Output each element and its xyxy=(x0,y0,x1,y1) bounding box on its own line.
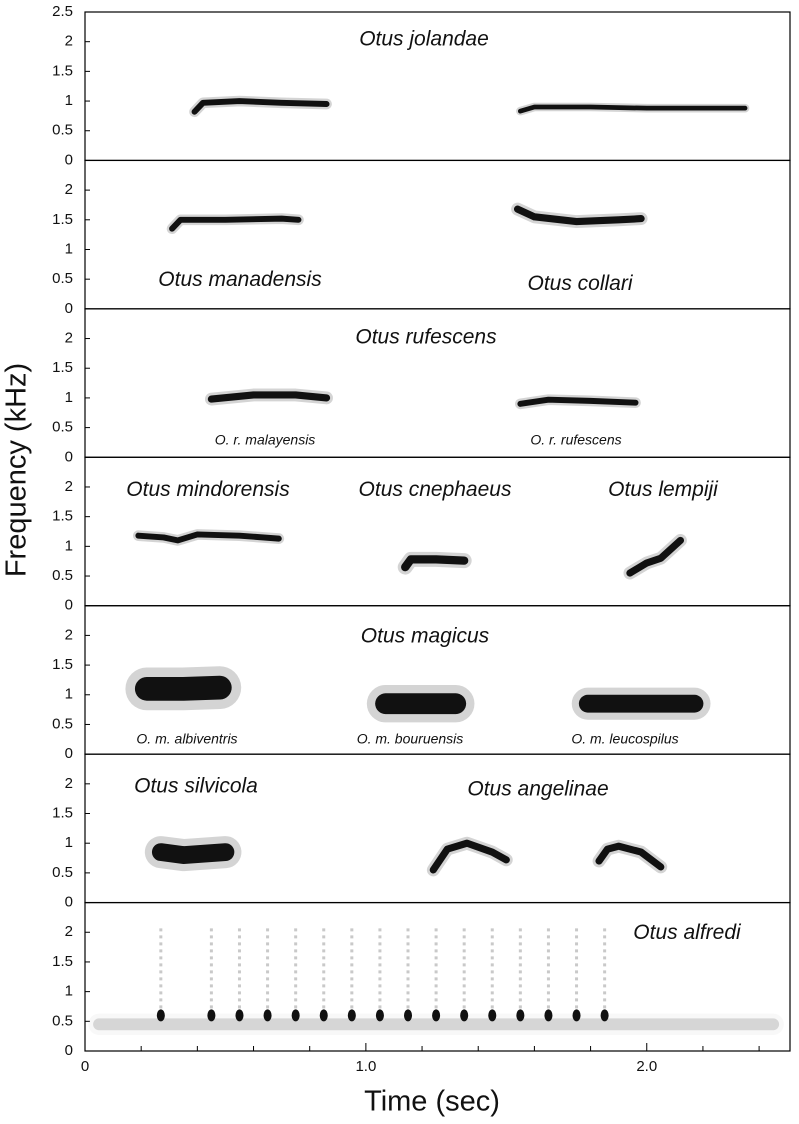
call-contour xyxy=(517,396,639,407)
y-tick-label: 2.5 xyxy=(52,3,73,20)
note xyxy=(263,1009,272,1022)
note xyxy=(207,1009,216,1022)
species-label: Otus mindorensis xyxy=(126,478,290,501)
note xyxy=(235,1009,244,1022)
y-tick-label: 0 xyxy=(65,745,73,762)
y-tick-label: 0.5 xyxy=(52,567,73,584)
note xyxy=(319,1009,328,1022)
x-tick-label: 1.0 xyxy=(355,1058,376,1075)
y-tick-label: 2 xyxy=(65,478,73,495)
note xyxy=(460,1009,469,1022)
y-tick-label: 1 xyxy=(65,240,73,257)
y-tick-label: 1 xyxy=(65,983,73,1000)
call-contour xyxy=(513,205,645,226)
y-tick-label: 1 xyxy=(65,686,73,703)
y-tick-label: 1.5 xyxy=(52,359,73,376)
call-contour xyxy=(626,536,685,577)
call-contour xyxy=(517,104,748,114)
x-axis-label: Time (sec) xyxy=(364,1086,500,1118)
species-label: Otus collari xyxy=(527,272,633,295)
y-axis-label: Frequency (kHz) xyxy=(1,363,33,577)
y-tick-label: 1 xyxy=(65,537,73,554)
y-tick-label: 1.5 xyxy=(52,62,73,79)
species-label: Otus jolandae xyxy=(359,28,489,51)
x-tick-label: 0 xyxy=(81,1058,89,1075)
y-tick-label: 2 xyxy=(65,775,73,792)
y-tick-label: 1.5 xyxy=(52,211,73,228)
subspecies-label: O. r. rufescens xyxy=(530,432,621,448)
note xyxy=(572,1009,581,1022)
y-tick-label: 1.5 xyxy=(52,953,73,970)
y-tick-label: 0.5 xyxy=(52,864,73,881)
y-tick-label: 2 xyxy=(65,33,73,50)
subspecies-label: O. m. leucospilus xyxy=(571,730,678,746)
x-tick-label: 2.0 xyxy=(636,1058,657,1075)
y-tick-label: 1 xyxy=(65,834,73,851)
y-tick-label: 0.5 xyxy=(52,419,73,436)
y-tick-label: 1 xyxy=(65,389,73,406)
y-tick-label: 2 xyxy=(65,923,73,940)
y-tick-label: 0.5 xyxy=(52,715,73,732)
call-contour xyxy=(401,555,469,572)
y-tick-label: 0.5 xyxy=(52,122,73,139)
note xyxy=(375,1009,384,1022)
call-contour xyxy=(595,842,665,871)
species-label: Otus silvicola xyxy=(134,775,258,798)
note xyxy=(291,1009,300,1022)
y-tick-label: 0 xyxy=(65,151,73,168)
species-label: Otus magicus xyxy=(361,624,490,647)
panel-frame xyxy=(84,901,791,1052)
y-tick-label: 1.5 xyxy=(52,804,73,821)
y-tick-label: 2 xyxy=(65,626,73,643)
note xyxy=(404,1009,413,1022)
y-tick-label: 0.5 xyxy=(52,270,73,287)
y-tick-label: 0 xyxy=(65,448,73,465)
call-contour xyxy=(151,843,235,864)
note xyxy=(516,1009,525,1022)
subspecies-label: O. m. albiventris xyxy=(136,730,237,746)
note xyxy=(432,1009,441,1022)
y-tick-label: 1.5 xyxy=(52,508,73,525)
species-label: Otus cnephaeus xyxy=(359,478,512,501)
call-contour xyxy=(429,839,510,874)
subspecies-label: O. r. malayensis xyxy=(215,432,316,448)
note xyxy=(600,1009,609,1022)
call-contour xyxy=(169,215,302,232)
species-label: Otus angelinae xyxy=(467,778,608,801)
y-tick-label: 2 xyxy=(65,181,73,198)
note xyxy=(544,1009,553,1022)
y-tick-label: 0 xyxy=(65,1042,73,1059)
subspecies-label: O. m. bouruensis xyxy=(357,730,464,746)
note xyxy=(347,1009,356,1022)
y-tick-label: 2 xyxy=(65,330,73,347)
note xyxy=(488,1009,497,1022)
y-tick-label: 0 xyxy=(65,894,73,911)
species-label: Otus manadensis xyxy=(158,268,322,291)
y-tick-label: 0 xyxy=(65,597,73,614)
call-contour xyxy=(191,98,330,115)
species-label: Otus alfredi xyxy=(633,921,742,944)
species-label: Otus rufescens xyxy=(355,325,497,348)
note xyxy=(156,1009,165,1022)
call-contour xyxy=(134,675,232,701)
y-tick-label: 0.5 xyxy=(52,1012,73,1029)
y-tick-label: 1.5 xyxy=(52,656,73,673)
species-label: Otus lempiji xyxy=(608,478,719,501)
call-contour xyxy=(135,531,282,544)
y-tick-label: 0 xyxy=(65,300,73,317)
y-tick-label: 1 xyxy=(65,92,73,109)
call-contour xyxy=(207,391,331,403)
